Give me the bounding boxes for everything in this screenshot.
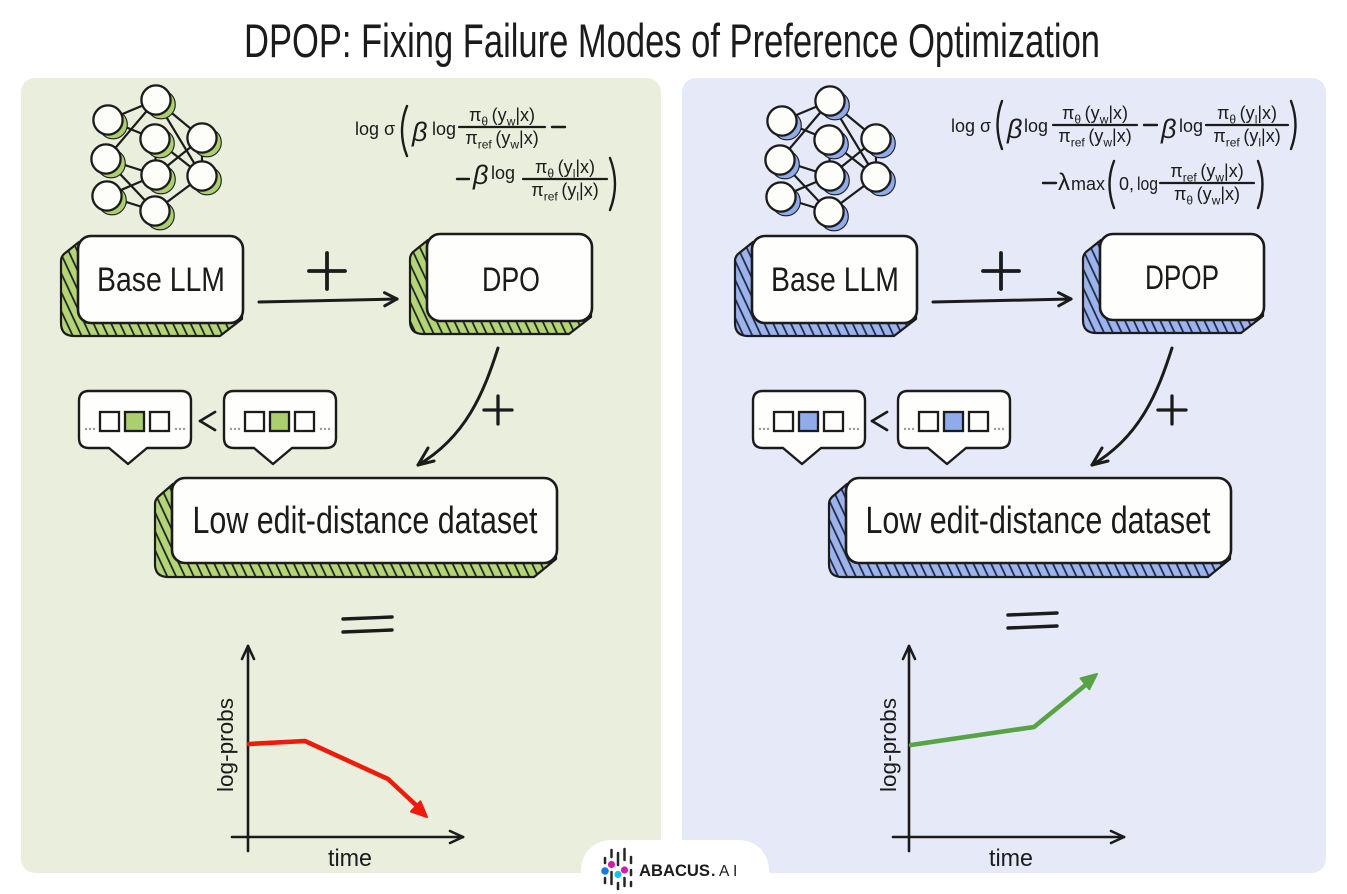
svg-text:β: β xyxy=(1006,114,1022,144)
svg-text:DPOP: DPOP xyxy=(1145,259,1219,297)
svg-text:log σ: log σ xyxy=(951,116,991,136)
svg-text:DPO: DPO xyxy=(482,261,540,299)
svg-text:DPOP: Fixing Failure Modes of: DPOP: Fixing Failure Modes of Preference… xyxy=(244,14,1100,67)
svg-text:πθ​ (yl​|x): πθ​ (yl​|x) xyxy=(1217,103,1277,127)
svg-text:ABACUS: ABACUS xyxy=(639,862,710,880)
svg-text:πref​ (yw​|x): πref​ (yw​|x) xyxy=(1170,161,1243,185)
svg-text:πθ​ (yw​|x): πθ​ (yw​|x) xyxy=(1062,103,1128,127)
svg-text:πref​ (yl​|x): πref​ (yl​|x) xyxy=(531,180,598,204)
svg-text:πθ​ (yw​|x): πθ​ (yw​|x) xyxy=(1174,184,1240,208)
svg-text:0,: 0, xyxy=(1119,174,1134,194)
svg-text:log: log xyxy=(432,119,456,139)
svg-text:time: time xyxy=(328,845,372,872)
svg-text:Base LLM: Base LLM xyxy=(97,261,225,299)
svg-text:log: log xyxy=(491,163,515,183)
svg-text:log: log xyxy=(1024,116,1048,136)
svg-text:β: β xyxy=(472,160,488,190)
svg-text:log-probs: log-probs xyxy=(876,698,901,792)
svg-text:β: β xyxy=(1160,114,1176,144)
svg-text:λ: λ xyxy=(1058,169,1070,196)
svg-text:log-probs: log-probs xyxy=(213,698,238,792)
svg-text:time: time xyxy=(989,845,1033,872)
svg-text:β: β xyxy=(411,117,427,147)
svg-text:log: log xyxy=(1179,116,1203,136)
svg-text:πref​ (yl​|x): πref​ (yl​|x) xyxy=(1213,126,1280,150)
svg-text:max: max xyxy=(1071,174,1105,194)
svg-text:πref​ (yw​|x): πref​ (yw​|x) xyxy=(1058,126,1131,150)
svg-text:A: A xyxy=(719,863,730,880)
svg-text:Low edit-distance dataset: Low edit-distance dataset xyxy=(866,500,1211,542)
svg-text:Low edit-distance dataset: Low edit-distance dataset xyxy=(193,500,538,542)
svg-text:Base LLM: Base LLM xyxy=(771,261,899,299)
svg-text:πθ​ (yl​|x): πθ​ (yl​|x) xyxy=(535,157,595,181)
svg-text:log σ: log σ xyxy=(355,119,395,139)
svg-text:πref​ (yw​|x): πref​ (yw​|x) xyxy=(465,128,538,152)
svg-text:I: I xyxy=(733,863,737,880)
svg-text:πθ​ (yw​|x): πθ​ (yw​|x) xyxy=(469,105,535,129)
svg-text:.: . xyxy=(711,863,715,880)
svg-text:log: log xyxy=(1137,174,1158,194)
